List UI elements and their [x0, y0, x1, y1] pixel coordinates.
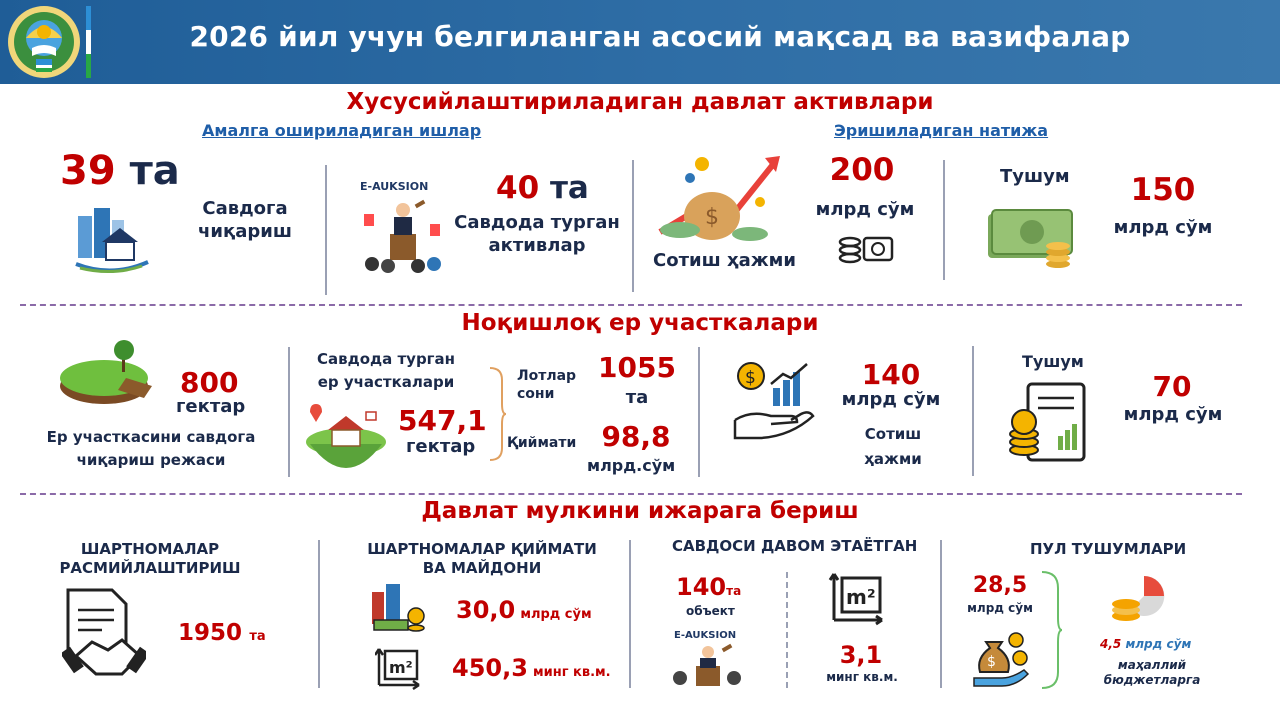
svg-text:$: $ [705, 205, 719, 230]
coin-document-icon [1009, 382, 1086, 462]
coin-pie-icon [1112, 575, 1165, 621]
s3-col4-title: ПУЛ ТУШУМЛАРИ [1030, 540, 1187, 558]
section1-title: Хусусийлаштириладиган давлат активлари [346, 89, 934, 115]
divider [972, 346, 974, 476]
divider [943, 160, 945, 280]
divider [629, 540, 631, 688]
s1-item3-label: Сотиш ҳажми [653, 250, 796, 271]
s2-item1-label: Ер участкасини савдога чиқариш режаси [46, 428, 256, 469]
s3-col1-title: ШАРТНОМАЛАР РАСМИЙЛАШТИРИШ [59, 540, 241, 577]
s3-col3-title: САВДОСИ ДАВОМ ЭТАЁТГАН [672, 537, 918, 555]
cash-money-icon [988, 209, 1073, 268]
s3-col3-objects-label: объект [686, 604, 735, 618]
s3-col2-title: ШАРТНОМАЛАР ҚИЙМАТИ ВА МАЙДОНИ [367, 540, 597, 577]
building-coins-icon [372, 584, 425, 632]
s3-col3-area-number: 3,1 [839, 641, 883, 669]
s3-col1-number: 1950 та [178, 620, 266, 646]
svg-text:$: $ [745, 368, 756, 388]
divider [698, 347, 700, 477]
s2-item5-unit: млрд сўм [1123, 404, 1223, 425]
s3-col4-local: 4,5 млрд сўм [1100, 637, 1192, 651]
m2-area-icon: m² [828, 573, 883, 626]
s2-lots-unit: та [625, 387, 649, 408]
svg-text:$: $ [987, 654, 996, 670]
hand-coin-growth-icon: $ [733, 362, 815, 440]
s2-item1-number: 800 [180, 366, 239, 399]
s2-lots-label: Лотлар сони [517, 368, 577, 402]
s3-col3-area-unit: минг кв.м. [826, 670, 898, 684]
land-plot-icon [60, 340, 152, 404]
s3-col4-local-label: маҳаллий бюджетларга [1103, 658, 1201, 687]
money-bag-hand-icon: $ [973, 632, 1030, 687]
section3-title: Давлат мулкини ижарага бериш [421, 498, 859, 524]
divider [288, 347, 290, 477]
s2-lots-number: 1055 [598, 351, 676, 384]
state-emblem-icon [8, 6, 80, 78]
house-island-icon [306, 404, 386, 468]
s1-item3-number: 200 [829, 152, 895, 188]
coin-stack-icon [838, 236, 894, 264]
s3-col3-objects: 140та [676, 573, 742, 601]
money-bag-growth-icon: $ [658, 156, 780, 241]
s1-item1-label: Савдога чиқариш [198, 198, 292, 242]
divider [940, 540, 942, 688]
s1-item2-label: Савдода турган активлар [454, 212, 620, 256]
brace-icon [489, 367, 506, 461]
s2-item4-label: Сотиш ҳажми [864, 425, 922, 468]
s2-item5-label: Тушум [1022, 352, 1084, 371]
s2-item4-number: 140 [861, 358, 921, 391]
header-bar: 2026 йил учун белгиланган асосий мақсад … [0, 0, 1280, 84]
s2-item5-number: 70 [1152, 370, 1192, 403]
section-separator [20, 493, 1242, 495]
s2-item2-label: Савдода турган ер участкалари [316, 350, 456, 391]
contract-handshake-icon [62, 588, 146, 676]
s3-col2-area: 450,3 минг кв.м. [452, 654, 611, 682]
s1-item4-unit: млрд сўм [1113, 217, 1213, 238]
m2-icon-text: m² [846, 585, 876, 609]
link-achieved-results[interactable]: Эришиладиган натижа [834, 121, 1049, 140]
s1-item1-number: 39 та [60, 148, 180, 194]
m2-icon-text: m² [389, 658, 413, 677]
s2-item4-unit: млрд сўм [841, 389, 941, 410]
page-title: 2026 йил учун белгиланган асосий мақсад … [189, 20, 1131, 53]
auction-logo-text: E-AUKSION [674, 630, 737, 641]
flag-stripe [86, 6, 91, 80]
divider [786, 572, 790, 688]
divider [318, 540, 320, 688]
brace-icon [1041, 571, 1062, 689]
link-planned-works[interactable]: Амалга ошириладиган ишлар [202, 121, 482, 140]
section-separator [20, 304, 1242, 306]
s2-value-number: 98,8 [601, 420, 671, 453]
s3-col2-value: 30,0 млрд сўм [456, 596, 592, 624]
s1-item2-number: 40 та [496, 170, 589, 206]
s3-col4-number: 28,5 [972, 573, 1028, 598]
auction-logo-text: E-AUKSION [360, 180, 429, 193]
s2-item1-unit: гектар [176, 396, 246, 417]
building-house-icon [75, 208, 149, 273]
s2-value-unit: млрд.сўм [587, 456, 676, 475]
auction-hammer-icon [673, 643, 741, 686]
divider [325, 165, 327, 295]
auction-people-icon [364, 199, 441, 273]
s1-item4-number: 150 [1130, 172, 1196, 208]
m2-area-icon: m² [375, 648, 420, 691]
s1-item4-label: Тушум [1000, 166, 1070, 187]
s2-item2-number: 547,1 [398, 404, 487, 437]
s2-value-label: Қиймати [507, 435, 577, 451]
divider [632, 160, 634, 292]
s1-item3-unit: млрд сўм [815, 199, 915, 220]
s2-item2-unit: гектар [406, 436, 476, 457]
section2-title: Ноқишлоқ ер участкалари [461, 310, 819, 336]
s3-col4-unit: млрд сўм [967, 601, 1033, 615]
